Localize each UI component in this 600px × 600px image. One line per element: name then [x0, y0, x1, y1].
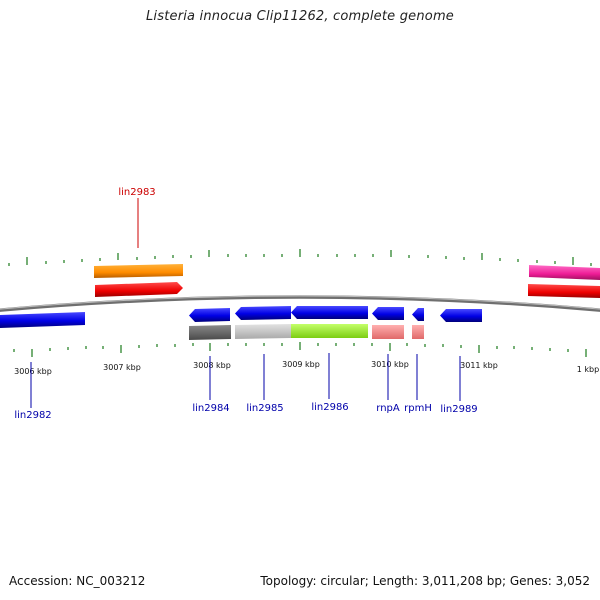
- gene-feature-pink[interactable]: [529, 265, 600, 280]
- annotation-block-salmon-small[interactable]: [412, 325, 424, 339]
- annotation-block-dark[interactable]: [189, 325, 231, 340]
- tick-label: 3008 kbp: [193, 361, 231, 370]
- gene-feature-lin2982[interactable]: [0, 312, 85, 328]
- tick-label: 3006 kbp: [14, 367, 52, 376]
- gene-label[interactable]: lin2982: [14, 410, 51, 421]
- map-title: Listeria innocua Clip11262, complete gen…: [145, 9, 455, 24]
- gene-feature-rnpA[interactable]: [372, 307, 404, 320]
- tick-label: 3009 kbp: [282, 360, 320, 369]
- annotation-block-green[interactable]: [291, 324, 368, 338]
- annotation-block-salmon[interactable]: [372, 325, 404, 339]
- gene-feature-rpmH[interactable]: [412, 308, 424, 321]
- annotation-block-light[interactable]: [235, 324, 291, 339]
- gene-feature-lin2983[interactable]: [95, 282, 183, 297]
- gene-label[interactable]: lin2989: [440, 404, 477, 415]
- gene-label[interactable]: lin2986: [311, 402, 348, 413]
- genome-backbone-highlight: [0, 295, 600, 310]
- tick-label: 3010 kbp: [371, 360, 409, 369]
- forward-tick-row: [8, 249, 592, 266]
- gene-label[interactable]: lin2984: [192, 403, 229, 414]
- gene-label[interactable]: rnpA: [376, 403, 400, 414]
- gene-feature-lin2985[interactable]: [235, 306, 291, 320]
- gene-feature-red-right[interactable]: [528, 284, 600, 298]
- gene-feature-lin2984[interactable]: [189, 308, 230, 322]
- genome-summary: Topology: circular; Length: 3,011,208 bp…: [260, 574, 590, 588]
- genome-backbone: [0, 295, 600, 312]
- tick-label: 1 kbp: [577, 365, 599, 374]
- gene-label-highlight[interactable]: lin2983: [118, 187, 155, 198]
- gene-feature-orange[interactable]: [94, 264, 183, 278]
- gene-label[interactable]: lin2985: [246, 403, 283, 414]
- tick-label: 3011 kbp: [460, 361, 498, 370]
- accession-label: Accession: NC_003212: [9, 574, 146, 588]
- gene-feature-lin2986[interactable]: [291, 306, 368, 319]
- gene-label[interactable]: rpmH: [404, 403, 432, 414]
- scale-tick-row: [13, 342, 587, 357]
- gene-feature-lin2989[interactable]: [440, 309, 482, 322]
- tick-label: 3007 kbp: [103, 363, 141, 372]
